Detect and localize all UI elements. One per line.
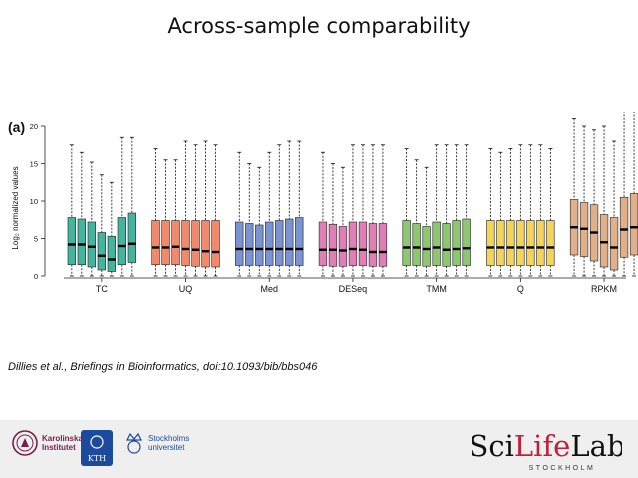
boxplot-chart: (a) Log₂ normalized values 0 5 10 15 20 TC UQ M…: [8, 112, 638, 294]
box: [107, 235, 116, 272]
stockholm-university-logo: Stockholms universitet: [124, 430, 189, 456]
box: [161, 220, 170, 266]
su-line-2: universitet: [148, 443, 185, 452]
kth-logo: KTH: [80, 430, 114, 466]
group-label: Q: [517, 284, 524, 294]
kth-label: KTH: [88, 454, 106, 463]
box: [629, 193, 638, 256]
box: [318, 221, 328, 266]
scilifelab-subtitle: STOCKHOLM: [529, 465, 596, 472]
scilifelab-wordmark: SciLifeLab: [472, 429, 622, 463]
group-label: TC: [96, 284, 108, 294]
karolinska-seal-icon: [12, 430, 38, 456]
y-tick-label: 0: [34, 272, 38, 281]
box: [452, 220, 461, 266]
box: [402, 220, 411, 266]
box: [338, 226, 348, 267]
box: [486, 220, 495, 266]
box: [516, 220, 525, 266]
group-label: DESeq: [339, 284, 368, 294]
footer-bar: Karolinska Institutet KTH Stockholms uni…: [0, 420, 638, 478]
box: [87, 221, 96, 268]
box: [609, 217, 619, 271]
box: [67, 217, 76, 266]
box: [117, 217, 126, 266]
box: [181, 220, 190, 266]
box: [275, 220, 284, 266]
box: [265, 221, 274, 266]
box: [97, 232, 106, 271]
box: [412, 223, 421, 266]
ki-line-1: Karolinska: [42, 434, 83, 443]
box: [171, 220, 180, 266]
panel-label: (a): [8, 119, 25, 135]
crown-icon: [126, 432, 142, 454]
box: [599, 214, 609, 268]
group-label: RPKM: [591, 284, 617, 294]
box: [211, 220, 220, 268]
box: [201, 220, 210, 268]
box: [378, 223, 388, 267]
y-axis-label: Log₂ normalized values: [11, 166, 20, 249]
y-tick-label: 15: [30, 160, 38, 169]
box: [328, 223, 338, 267]
group-label: Med: [260, 284, 278, 294]
box: [295, 217, 304, 266]
box: [358, 221, 368, 266]
box: [255, 224, 264, 266]
box: [151, 220, 160, 266]
box: [285, 218, 294, 266]
box: [462, 218, 471, 266]
scilifelab-logo: SciLifeLab STOCKHOLM: [472, 429, 622, 472]
box: [506, 220, 515, 266]
box: [536, 220, 545, 266]
box: [546, 220, 555, 266]
y-tick-label: 20: [30, 122, 38, 131]
box: [432, 221, 441, 266]
citation-text: Dillies et al., Briefings in Bioinformat…: [8, 361, 318, 373]
box: [526, 220, 535, 266]
box: [368, 223, 378, 267]
y-tick-label: 5: [34, 235, 38, 244]
box: [348, 221, 358, 266]
ki-line-2: Institutet: [42, 443, 76, 452]
box: [127, 212, 136, 263]
box: [619, 196, 629, 258]
group-label: TMM: [426, 284, 447, 294]
box: [442, 223, 451, 267]
kth-emblem-icon: KTH: [81, 430, 113, 466]
slide-title: Across-sample comparability: [167, 14, 471, 38]
box: [191, 220, 200, 267]
box: [235, 221, 244, 266]
box: [245, 223, 254, 266]
group-label: UQ: [179, 284, 193, 294]
y-tick-label: 10: [30, 197, 38, 206]
su-line-1: Stockholms: [148, 434, 190, 443]
box: [422, 226, 431, 267]
box: [496, 220, 505, 266]
karolinska-logo: Karolinska Institutet: [12, 430, 83, 456]
box: [77, 218, 86, 266]
